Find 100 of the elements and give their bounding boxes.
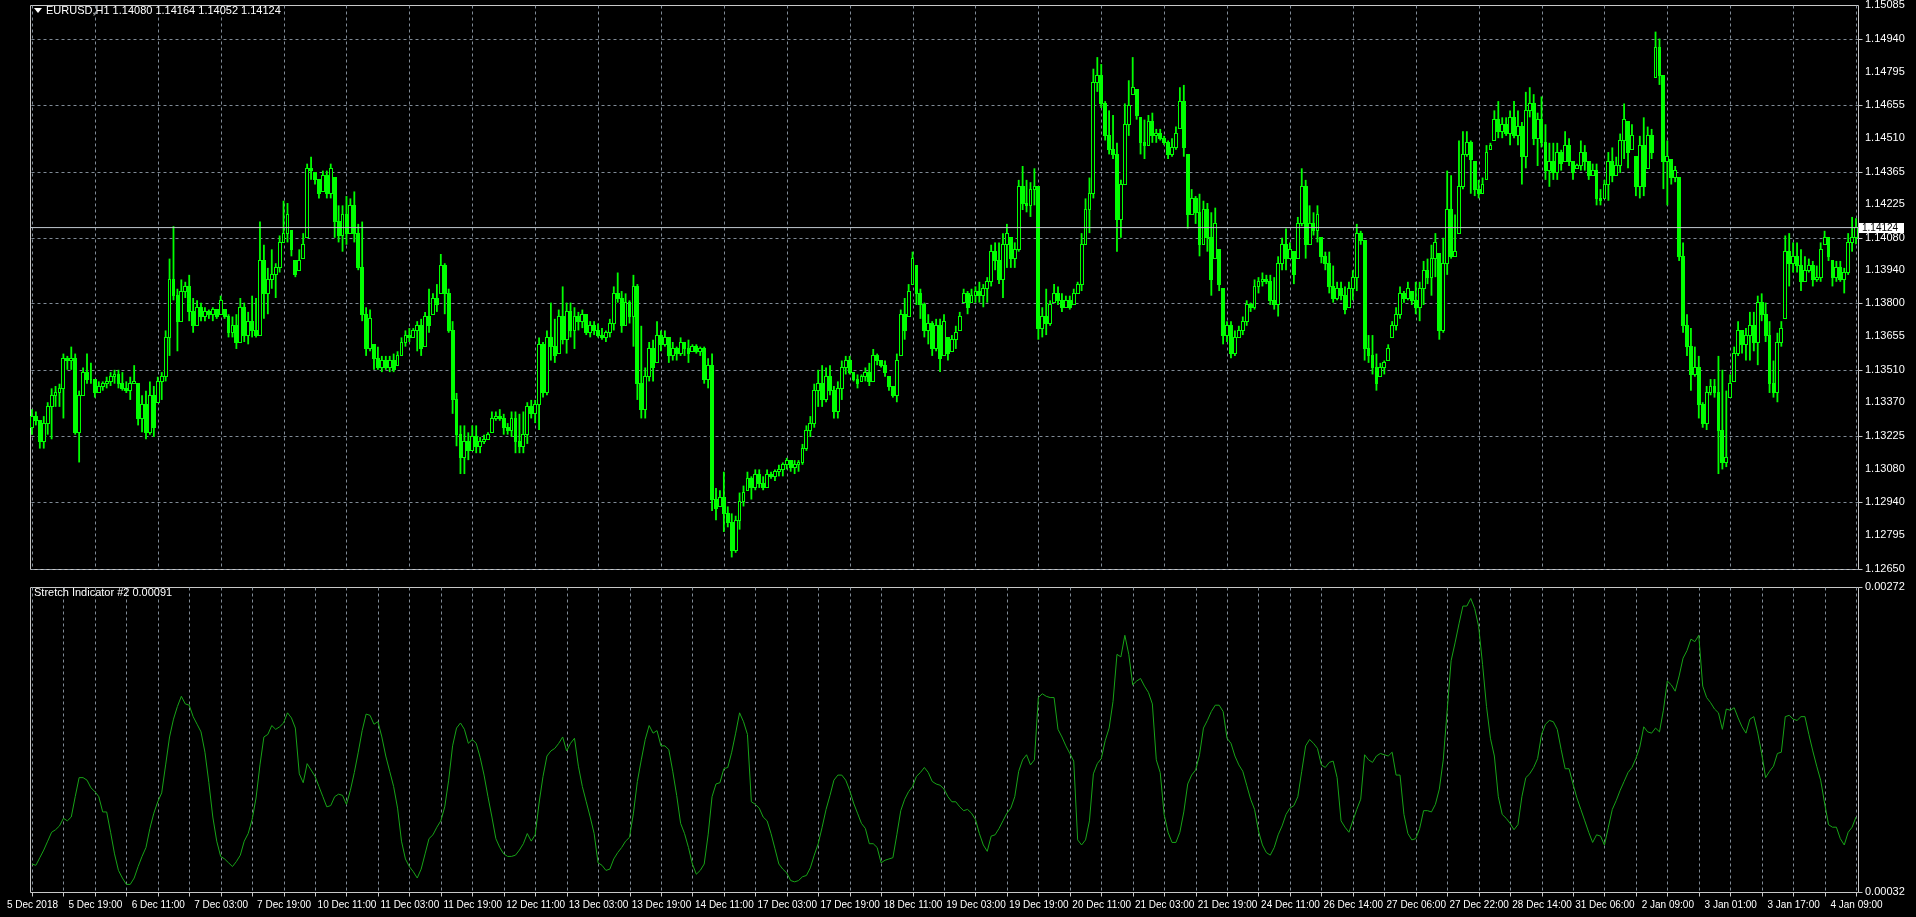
x-tick-label: 11 Dec 03:00 <box>380 898 440 910</box>
candlestick <box>1610 146 1615 184</box>
candlestick <box>501 412 506 436</box>
candlestick <box>1166 139 1170 160</box>
candlestick <box>1830 260 1835 288</box>
candlestick <box>466 431 471 462</box>
candlestick <box>965 290 970 316</box>
candlestick <box>1252 278 1257 311</box>
x-tick-label: 13 Dec 19:00 <box>631 898 692 910</box>
candlestick <box>1508 109 1513 147</box>
x-tick-label: 5 Dec 2018 <box>6 898 59 910</box>
candlestick <box>1343 285 1347 316</box>
x-tick-label: 7 Dec 19:00 <box>257 898 312 910</box>
candlestick <box>820 364 825 408</box>
x-tick-label: 21 Dec 19:00 <box>1197 898 1258 910</box>
x-tick-label: 18 Dec 11:00 <box>883 898 943 910</box>
candlestick <box>584 313 589 336</box>
x-tick-label: 6 Dec 11:00 <box>131 898 186 910</box>
candlestick <box>1232 329 1237 357</box>
candlestick <box>749 475 754 501</box>
candlestick <box>462 424 467 475</box>
x-tick-label: 12 Dec 11:00 <box>506 898 566 910</box>
y-tick-label: 1.13940 <box>1865 263 1905 276</box>
candlestick <box>1500 116 1505 140</box>
candlestick <box>1504 116 1509 137</box>
candlestick <box>1413 280 1418 316</box>
candlestick <box>218 294 223 316</box>
x-tick-label: 2 Jan 09:00 <box>1641 898 1695 910</box>
x-tick-label: 17 Dec 03:00 <box>757 898 818 910</box>
candlestick <box>513 410 518 455</box>
x-tick-label: 26 Dec 14:00 <box>1323 898 1384 910</box>
candlestick <box>324 169 329 200</box>
candlestick <box>997 241 1001 285</box>
x-tick-label: 14 Dec 11:00 <box>694 898 755 910</box>
y-tick-label: 1.14510 <box>1865 131 1905 144</box>
candlestick <box>1606 151 1611 202</box>
y-tick-label: 1.13225 <box>1865 428 1905 441</box>
y-tick-label: 1.14080 <box>1865 230 1905 243</box>
x-tick-label: 19 Dec 03:00 <box>946 898 1007 910</box>
y-tick-label: 1.14795 <box>1865 65 1905 78</box>
candlestick <box>1425 257 1430 285</box>
x-tick-label: 17 Dec 19:00 <box>820 898 881 910</box>
candlestick <box>757 468 762 489</box>
candlestick <box>128 375 133 401</box>
y-tick-label: 1.12795 <box>1865 528 1905 541</box>
y-tick-label: 1.13655 <box>1865 329 1905 342</box>
candlestick <box>517 412 522 455</box>
y-tick-label: 1.13080 <box>1865 462 1905 475</box>
candlestick <box>1142 118 1147 160</box>
chart-title: EURUSD,H1 1.14080 1.14164 1.14052 1.14124 <box>46 4 281 16</box>
candlestick <box>490 410 494 434</box>
y-tick-label: 1.14655 <box>1865 97 1905 110</box>
y-tick-label: 1.13370 <box>1865 395 1905 408</box>
candlestick <box>1834 260 1839 283</box>
candlestick <box>1555 141 1560 181</box>
candlestick <box>651 338 656 383</box>
candlestick <box>1044 287 1049 336</box>
candlestick <box>686 338 691 364</box>
chart-title: Stretch Indicator #2 0.00091 <box>34 586 173 598</box>
candlestick <box>250 294 255 339</box>
y-tick-label: 0.00272 <box>1865 580 1905 592</box>
x-tick-label: 19 Dec 19:00 <box>1009 898 1070 910</box>
x-tick-label: 13 Dec 03:00 <box>568 898 629 910</box>
y-tick-label: 1.15085 <box>1865 0 1905 10</box>
candlestick <box>1747 311 1752 362</box>
x-tick-label: 3 Jan 01:00 <box>1704 898 1758 910</box>
line-series <box>31 597 1857 885</box>
candlestick <box>116 368 121 390</box>
candlestick <box>572 306 577 350</box>
candlestick <box>49 387 54 441</box>
candlestick <box>226 313 231 339</box>
x-tick-label: 20 Dec 11:00 <box>1072 898 1132 910</box>
candlestick <box>391 352 396 374</box>
x-tick-label: 31 Dec 06:00 <box>1575 898 1636 910</box>
x-tick-label: 28 Dec 14:00 <box>1512 898 1573 910</box>
candlestick <box>1284 227 1288 272</box>
y-tick-label: 1.14940 <box>1865 31 1905 44</box>
candlestick <box>297 248 302 272</box>
candlestick <box>1791 241 1796 274</box>
candlestick <box>320 169 325 193</box>
candlestick <box>1630 123 1634 151</box>
candlestick <box>1582 144 1587 172</box>
candlestick <box>576 311 581 332</box>
candlestick <box>415 320 420 353</box>
x-tick-label: 27 Dec 06:00 <box>1386 898 1447 910</box>
x-tick-label: 3 Jan 17:00 <box>1767 898 1821 910</box>
candlestick <box>678 336 683 357</box>
candlestick <box>1268 273 1273 306</box>
y-tick-label: 1.14365 <box>1865 164 1905 177</box>
candlestick <box>977 280 982 304</box>
x-tick-label: 4 Jan 09:00 <box>1830 898 1884 910</box>
candlestick <box>580 308 585 330</box>
x-tick-label: 10 Dec 11:00 <box>317 898 377 910</box>
y-tick-label: 1.12940 <box>1865 494 1905 507</box>
y-tick-label: 1.13800 <box>1865 295 1905 308</box>
candlestick <box>1803 255 1807 283</box>
candlestick <box>824 366 828 404</box>
ref-line-label: 1.14124 <box>1862 221 1899 233</box>
candlestick <box>230 315 235 339</box>
candlestick <box>30 408 34 436</box>
